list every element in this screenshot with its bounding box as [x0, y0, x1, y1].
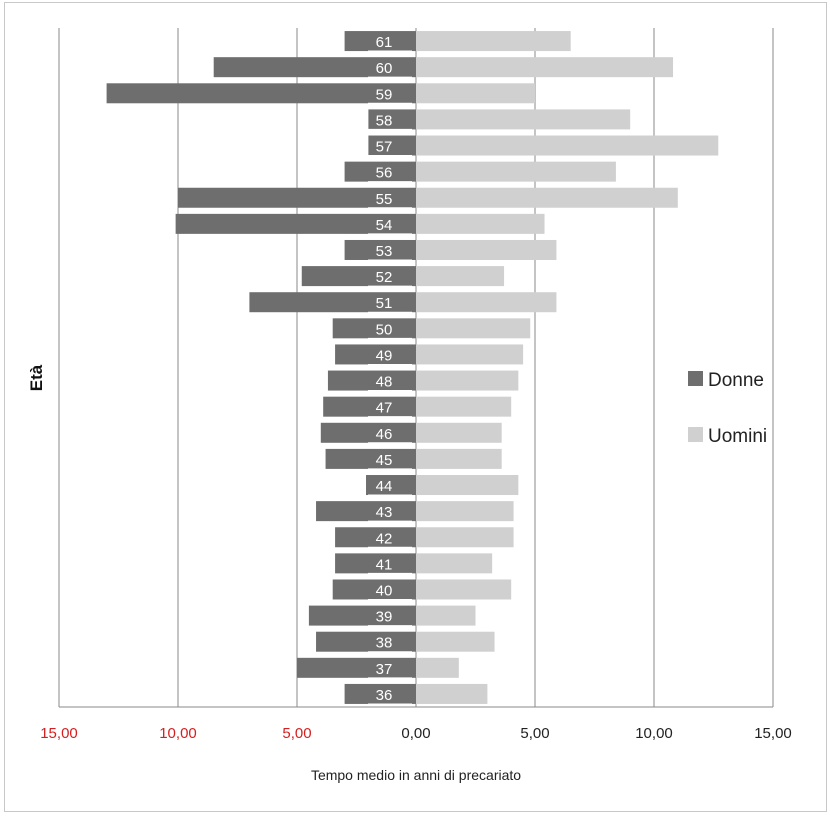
- bar-donne-57: [368, 135, 416, 156]
- category-label: 50: [376, 321, 393, 338]
- category-label: 59: [376, 86, 393, 103]
- bar-uomini-61: [416, 31, 571, 52]
- bar-uomini-50: [416, 318, 531, 339]
- x-axis-title: Tempo medio in anni di precariato: [311, 767, 521, 783]
- bar-uomini-41: [416, 553, 493, 574]
- category-label: 55: [376, 191, 393, 208]
- bar-uomini-54: [416, 213, 545, 234]
- legend-label-donne: Donne: [708, 370, 764, 391]
- category-label: 37: [376, 661, 393, 678]
- x-tick-label: 15,00: [754, 725, 792, 742]
- category-label: 56: [376, 165, 393, 182]
- bar-uomini-55: [416, 187, 678, 208]
- bar-uomini-37: [416, 657, 459, 678]
- category-label: 51: [376, 295, 393, 312]
- bar-donne-61: [344, 31, 416, 52]
- bar-donne-41: [335, 553, 416, 574]
- bar-donne-51: [249, 292, 416, 313]
- category-label: 39: [376, 609, 393, 626]
- bar-uomini-58: [416, 109, 631, 130]
- x-tick-label: 10,00: [635, 725, 673, 742]
- bar-donne-54: [175, 213, 416, 234]
- bar-donne-40: [332, 579, 416, 600]
- bar-donne-53: [344, 239, 416, 260]
- bar-uomini-48: [416, 370, 519, 391]
- category-label: 61: [376, 34, 393, 51]
- bar-uomini-43: [416, 501, 514, 522]
- legend: Donne Uomini: [688, 370, 767, 447]
- bar-donne-44: [366, 475, 416, 496]
- bar-uomini-39: [416, 605, 476, 626]
- category-label: 53: [376, 243, 393, 260]
- bar-donne-47: [323, 396, 416, 417]
- bar-donne-48: [327, 370, 416, 391]
- x-tick-labels: 15,00 10,00 5,00 0,00 5,00 10,00 15,00: [40, 725, 792, 742]
- bar-uomini-51: [416, 292, 557, 313]
- category-label: 58: [376, 112, 393, 129]
- category-label: 60: [376, 60, 393, 77]
- category-label: 45: [376, 452, 393, 469]
- bar-donne-50: [332, 318, 416, 339]
- category-label: 41: [376, 556, 393, 573]
- category-label: 52: [376, 269, 393, 286]
- bar-uomini-36: [416, 683, 488, 704]
- category-label: 38: [376, 635, 393, 652]
- bar-donne-59: [106, 83, 416, 104]
- x-tick-label: 5,00: [282, 725, 311, 742]
- category-label: 54: [376, 217, 393, 234]
- bar-donne-39: [308, 605, 416, 626]
- bar-uomini-57: [416, 135, 719, 156]
- category-labels: 61 60 59 58 57 56 55 54 53 52 51 50 49 48 47 46 45 44 43 42…: [368, 34, 412, 705]
- bar-uomini-59: [416, 83, 535, 104]
- category-label: 36: [376, 687, 393, 704]
- bar-donne-49: [335, 344, 416, 365]
- bar-donne-58: [368, 109, 416, 130]
- bars-group: [106, 31, 719, 704]
- bar-uomini-40: [416, 579, 512, 600]
- category-label: 42: [376, 530, 393, 547]
- bar-donne-52: [301, 266, 416, 287]
- grid-lines: [58, 28, 774, 708]
- category-label: 48: [376, 374, 393, 391]
- bar-donne-36: [344, 683, 416, 704]
- bar-donne-45: [325, 448, 416, 469]
- bar-uomini-52: [416, 266, 505, 287]
- category-label: 57: [376, 139, 393, 156]
- bar-uomini-60: [416, 57, 674, 78]
- bar-uomini-45: [416, 448, 502, 469]
- legend-label-uomini: Uomini: [708, 426, 767, 447]
- bar-donne-55: [178, 187, 416, 208]
- legend-swatch-uomini: [688, 427, 703, 442]
- bar-uomini-46: [416, 422, 502, 443]
- bar-uomini-49: [416, 344, 524, 365]
- bar-donne-43: [316, 501, 416, 522]
- bar-uomini-38: [416, 631, 495, 652]
- bar-uomini-44: [416, 475, 519, 496]
- y-axis-title: Età: [27, 364, 46, 391]
- bar-donne-60: [213, 57, 416, 78]
- bar-donne-37: [297, 657, 416, 678]
- x-tick-label: 0,00: [401, 725, 430, 742]
- legend-swatch-donne: [688, 371, 703, 386]
- bar-uomini-56: [416, 161, 616, 182]
- category-label: 47: [376, 400, 393, 417]
- x-tick-label: 15,00: [40, 725, 78, 742]
- bar-donne-46: [320, 422, 416, 443]
- bar-donne-38: [316, 631, 416, 652]
- category-label: 46: [376, 426, 393, 443]
- bar-uomini-42: [416, 527, 514, 548]
- bar-uomini-53: [416, 239, 557, 260]
- x-tick-label: 5,00: [520, 725, 549, 742]
- category-label: 49: [376, 347, 393, 364]
- bar-donne-42: [335, 527, 416, 548]
- bar-uomini-47: [416, 396, 512, 417]
- category-label: 40: [376, 582, 393, 599]
- category-label: 43: [376, 504, 393, 521]
- bar-donne-56: [344, 161, 416, 182]
- category-label: 44: [376, 478, 393, 495]
- x-tick-label: 10,00: [159, 725, 197, 742]
